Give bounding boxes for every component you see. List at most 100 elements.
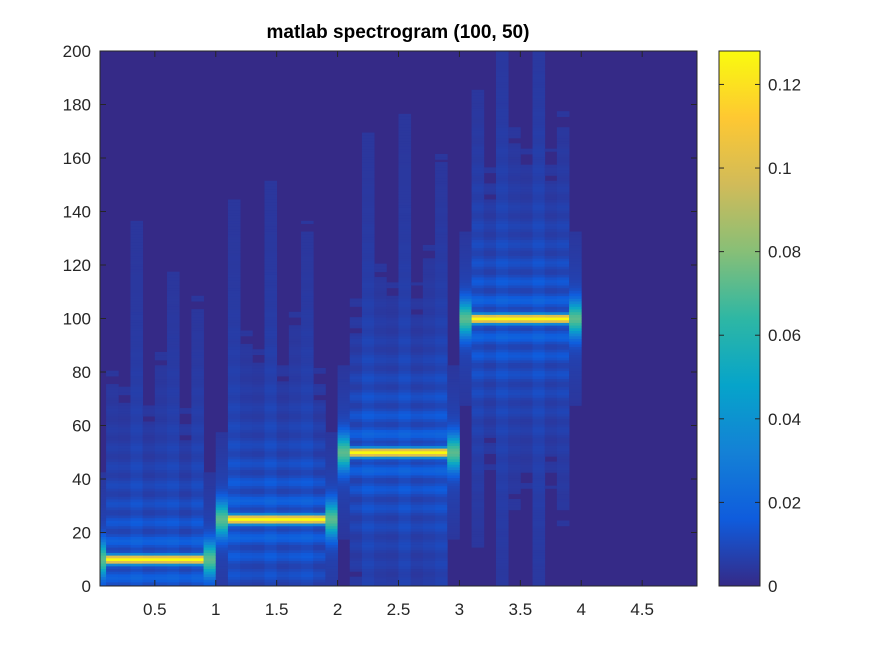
spectrogram-cell xyxy=(349,552,363,556)
spectrogram-cell xyxy=(227,341,241,345)
spectrogram-cell xyxy=(398,421,412,425)
spectrogram-cell xyxy=(301,317,314,321)
spectrogram-cell xyxy=(374,370,387,374)
spectrogram-cell xyxy=(264,314,278,318)
spectrogram-cell xyxy=(130,563,144,567)
spectrogram-cell xyxy=(179,408,192,412)
spectrogram-cell xyxy=(495,458,509,463)
spectrogram-cell xyxy=(100,480,107,484)
spectrogram-cell xyxy=(483,231,497,235)
spectrogram-cell xyxy=(154,426,168,430)
spectrogram-cell xyxy=(361,293,375,297)
spectrogram-cell xyxy=(240,499,253,503)
spectrogram-cell xyxy=(361,378,375,382)
spectrogram-cell xyxy=(227,418,241,422)
spectrogram-cell xyxy=(215,499,229,503)
spectrogram-cell xyxy=(264,386,278,390)
spectrogram-cell xyxy=(398,507,412,511)
spectrogram-cell xyxy=(313,568,326,572)
spectrogram-cell xyxy=(179,549,192,553)
spectrogram-cell xyxy=(374,397,387,401)
spectrogram-cell xyxy=(508,266,521,270)
spectrogram-cell xyxy=(398,119,412,123)
spectrogram-cell xyxy=(508,274,521,278)
spectrogram-cell xyxy=(130,461,144,465)
spectrogram-cell xyxy=(495,408,509,412)
spectrogram-cell xyxy=(227,448,241,452)
spectrogram-cell xyxy=(301,552,314,556)
spectrogram-cell xyxy=(532,381,546,385)
spectrogram-cell xyxy=(544,242,558,246)
spectrogram-cell xyxy=(410,440,424,444)
spectrogram-cell xyxy=(203,533,217,537)
spectrogram-cell xyxy=(471,400,485,404)
spectrogram-cell xyxy=(435,202,448,206)
spectrogram-cell xyxy=(435,581,448,586)
spectrogram-cell xyxy=(264,260,278,265)
spectrogram-cell xyxy=(520,343,533,347)
spectrogram-cell xyxy=(264,269,278,273)
spectrogram-cell xyxy=(106,552,119,556)
spectrogram-cell xyxy=(422,274,436,278)
spectrogram-cell xyxy=(495,483,509,487)
spectrogram-cell xyxy=(483,298,497,302)
spectrogram-cell xyxy=(410,400,424,404)
spectrogram-cell xyxy=(556,359,570,364)
spectrogram-cell xyxy=(191,584,204,586)
spectrogram-cell xyxy=(142,485,156,489)
spectrogram-cell xyxy=(422,258,436,262)
spectrogram-cell xyxy=(422,266,436,270)
spectrogram-cell xyxy=(495,539,509,543)
spectrogram-cell xyxy=(215,509,229,513)
spectrogram-cell xyxy=(130,539,144,543)
spectrogram-cell xyxy=(410,335,424,339)
spectrogram-cell xyxy=(532,536,546,540)
spectrogram-cell xyxy=(520,263,533,267)
spectrogram-cell xyxy=(435,287,448,291)
spectrogram-cell xyxy=(569,351,582,356)
spectrogram-cell xyxy=(471,413,485,417)
spectrogram-cell xyxy=(544,194,558,198)
spectrogram-cell xyxy=(301,314,314,318)
spectrogram-cell xyxy=(264,472,278,476)
spectrogram-cell xyxy=(386,483,399,487)
spectrogram-cell xyxy=(447,432,460,436)
spectrogram-cell xyxy=(374,488,387,492)
spectrogram-cell xyxy=(410,426,424,430)
spectrogram-cell xyxy=(325,528,338,532)
spectrogram-cell xyxy=(118,410,131,414)
spectrogram-cell xyxy=(471,317,485,321)
spectrogram-cell xyxy=(227,376,241,380)
spectrogram-cell xyxy=(154,547,168,551)
spectrogram-cell xyxy=(118,536,131,540)
spectrogram-cell xyxy=(471,539,485,543)
spectrogram-cell xyxy=(106,389,119,393)
spectrogram-cell xyxy=(361,325,375,329)
spectrogram-cell xyxy=(422,381,436,385)
spectrogram-cell xyxy=(142,563,156,567)
colorbar: 00.020.040.060.080.10.12 xyxy=(718,50,801,596)
spectrogram-cell xyxy=(435,279,448,283)
spectrogram-cell xyxy=(301,392,314,396)
spectrogram-cell xyxy=(130,362,144,366)
spectrogram-cell xyxy=(227,210,241,214)
spectrogram-cell xyxy=(447,507,460,511)
spectrogram-cell xyxy=(532,418,546,422)
spectrogram-cell xyxy=(167,349,180,353)
spectrogram-cell xyxy=(508,164,521,168)
spectrogram-cell xyxy=(495,373,509,377)
spectrogram-cell xyxy=(337,464,351,468)
spectrogram-cell xyxy=(495,218,509,222)
spectrogram-cell xyxy=(252,525,265,529)
spectrogram-cell xyxy=(532,180,546,184)
spectrogram-cell xyxy=(313,517,326,521)
spectrogram-cell xyxy=(215,480,229,484)
spectrogram-cell xyxy=(215,491,229,495)
spectrogram-cell xyxy=(471,263,485,267)
spectrogram-cell xyxy=(532,351,546,356)
spectrogram-cell xyxy=(313,469,326,473)
spectrogram-cell xyxy=(240,434,253,438)
spectrogram-cell xyxy=(167,464,180,468)
spectrogram-cell xyxy=(471,458,485,463)
spectrogram-cell xyxy=(520,252,533,257)
